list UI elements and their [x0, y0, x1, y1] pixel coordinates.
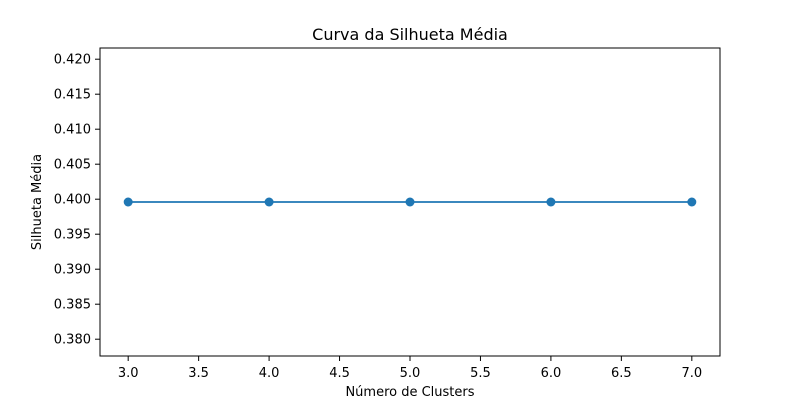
y-tick-label: 0.390: [54, 263, 91, 278]
y-tick-label: 0.420: [54, 53, 91, 68]
x-tick-label: 4.5: [329, 366, 350, 381]
x-tick-label: 7.0: [681, 366, 702, 381]
data-point: [123, 197, 133, 207]
x-tick-label: 6.5: [611, 366, 632, 381]
y-axis-label: Silhueta Média: [30, 154, 45, 250]
data-point: [405, 197, 415, 207]
chart-title: Curva da Silhueta Média: [312, 25, 508, 44]
x-axis-label: Número de Clusters: [345, 385, 474, 400]
y-tick-label: 0.395: [54, 228, 91, 243]
y-tick-label: 0.385: [54, 298, 91, 313]
y-tick-label: 0.405: [54, 158, 91, 173]
x-tick-label: 5.5: [470, 366, 491, 381]
x-tick-label: 5.0: [400, 366, 421, 381]
data-point: [264, 197, 274, 207]
data-point: [687, 197, 697, 207]
y-tick-label: 0.400: [54, 193, 91, 208]
x-tick-label: 4.0: [259, 366, 280, 381]
x-axis: 3.0 3.5 4.0 4.5 5.0 5.5 6.0 6.5 7.0: [118, 356, 702, 381]
y-axis: 0.380 0.385 0.390 0.395 0.400 0.405 0.410 0.415…: [54, 53, 100, 348]
y-tick-label: 0.380: [54, 333, 91, 348]
series-markers: [123, 197, 697, 207]
y-tick-label: 0.415: [54, 88, 91, 103]
x-tick-label: 3.5: [188, 366, 209, 381]
x-tick-label: 3.0: [118, 366, 139, 381]
x-tick-label: 6.0: [541, 366, 562, 381]
data-point: [546, 197, 556, 207]
y-tick-label: 0.410: [54, 123, 91, 138]
